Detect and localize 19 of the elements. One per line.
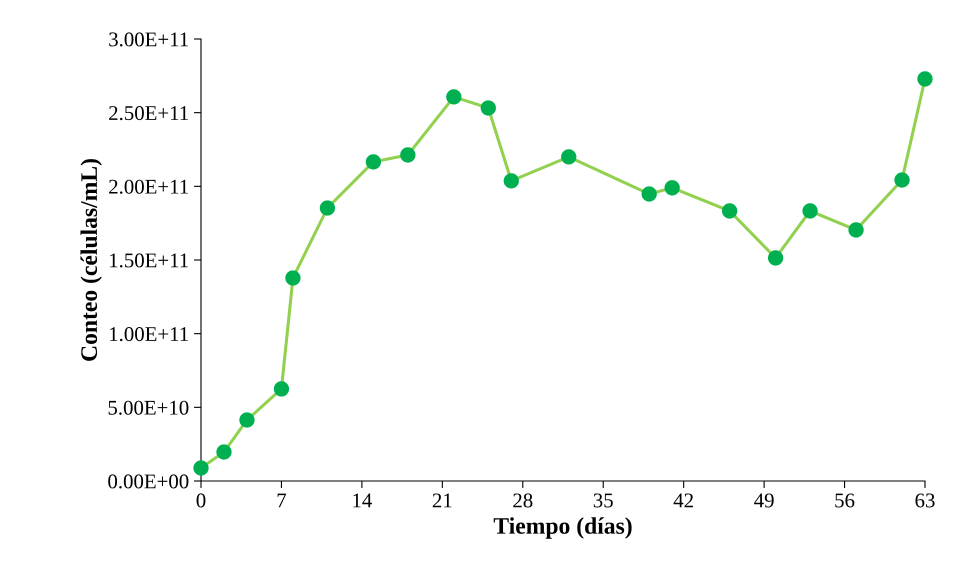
y-tick-label: 1.50E+11 bbox=[110, 253, 188, 268]
y-tick-label: 2.50E+11 bbox=[109, 106, 188, 120]
x-tick-label: 42 bbox=[674, 493, 693, 508]
x-tick-label: 7 bbox=[278, 494, 286, 508]
x-tick-label: 56 bbox=[835, 493, 854, 508]
y-tick-label: 0.00E+00 bbox=[108, 474, 188, 489]
x-tick-label: 49 bbox=[754, 493, 774, 508]
x-tick-label: 63 bbox=[915, 493, 935, 508]
x-tick-label: 14 bbox=[353, 494, 372, 508]
x-tick-label: 21 bbox=[432, 493, 452, 508]
y-tick-label: 3.00E+11 bbox=[109, 32, 188, 47]
y-tick-label: 2.00E+11 bbox=[109, 180, 188, 194]
x-tick-label: 28 bbox=[513, 493, 532, 508]
x-tick-label: 35 bbox=[594, 493, 613, 508]
y-axis-title: Conteo (células/mL) bbox=[80, 159, 102, 361]
y-tick-label: 1.00E+11 bbox=[110, 327, 188, 342]
x-axis-title: Tiempo (días) bbox=[494, 517, 632, 539]
y-tick-label: 5.00E+10 bbox=[108, 400, 188, 415]
x-tick-label: 0 bbox=[196, 493, 206, 508]
